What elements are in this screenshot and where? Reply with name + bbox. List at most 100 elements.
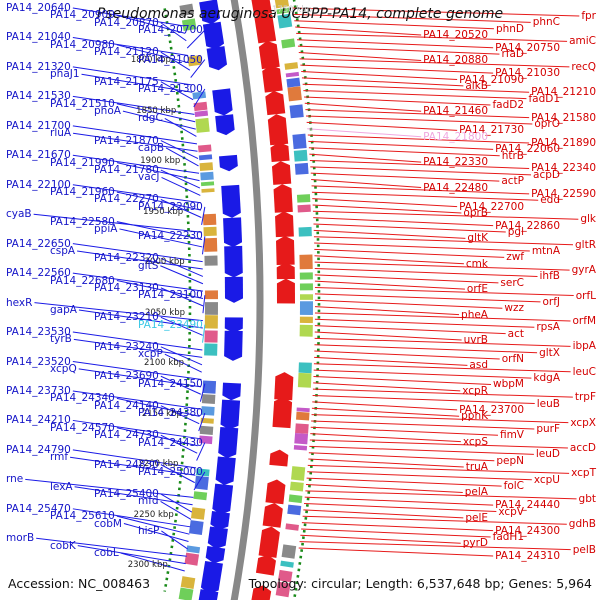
gene-arrow xyxy=(274,372,294,401)
left-gene-label: PA14_21040 xyxy=(6,31,71,44)
gene-arrow xyxy=(212,88,233,116)
cog-block xyxy=(190,507,206,520)
gene-arrow xyxy=(269,449,289,467)
left-leader-line xyxy=(160,257,204,277)
left-gene-label: PA14_24150 xyxy=(138,377,203,390)
right-leader-line xyxy=(313,229,466,239)
right-leader-line xyxy=(305,109,530,119)
reverse-strand-track xyxy=(251,0,295,600)
gene-arrow xyxy=(275,211,294,238)
left-gene-label: PA14_22560 xyxy=(6,267,71,280)
right-leader-line xyxy=(302,515,567,525)
left-gene-label: PA14_24210 xyxy=(6,414,71,427)
right-leader-line xyxy=(311,191,539,201)
cog-block xyxy=(289,481,304,492)
left-gene-label: rdgC xyxy=(138,112,163,125)
right-leader-line xyxy=(314,344,538,354)
right-gene-label: orfN xyxy=(501,353,524,366)
left-gene-label: PA14_22090 xyxy=(138,200,203,213)
left-gene-label: PA14_20980 xyxy=(50,38,115,51)
right-gene-label: PA14_21800 xyxy=(423,130,488,143)
right-gene-label: gyrA xyxy=(571,264,596,277)
left-leader-line xyxy=(120,552,185,572)
gene-arrow xyxy=(220,399,241,430)
right-leader-line xyxy=(310,166,532,176)
cog-block xyxy=(204,290,218,300)
left-leader-line xyxy=(77,545,186,565)
left-gene-label: PA14_22580 xyxy=(50,215,115,228)
right-gene-label: PA14_22330 xyxy=(423,156,488,169)
right-gene-label: PA14_20520 xyxy=(423,29,488,42)
left-leader-line xyxy=(72,508,191,528)
gene-arrow xyxy=(198,589,219,600)
cog-track-forward xyxy=(178,3,218,600)
right-leader-line xyxy=(314,325,506,335)
right-leader-line xyxy=(313,217,494,227)
left-gene-label: hisP xyxy=(138,524,160,537)
cog-block xyxy=(299,316,313,324)
left-leader-line xyxy=(72,243,203,263)
left-leader-line xyxy=(116,191,202,211)
gene-arrow xyxy=(251,585,272,600)
left-leader-line xyxy=(72,7,185,27)
cog-block xyxy=(186,545,201,554)
cog-block xyxy=(199,425,214,435)
left-leader-line xyxy=(161,176,201,196)
left-gene-label: PA14_21990 xyxy=(50,156,115,169)
right-leader-line xyxy=(313,236,574,246)
left-gene-label: cobM xyxy=(94,517,122,530)
left-gene-label: PA14_22650 xyxy=(6,237,71,250)
cog-block xyxy=(188,520,204,536)
cog-block xyxy=(204,302,218,315)
left-leader-line xyxy=(160,287,204,307)
left-leader-line xyxy=(72,95,195,115)
left-leader-line xyxy=(116,397,200,417)
right-gene-label: mtnA xyxy=(531,245,560,258)
cog-block xyxy=(299,301,313,316)
left-gene-label: PA14_23530 xyxy=(6,326,71,339)
gene-arrow xyxy=(258,40,280,70)
left-leader-line xyxy=(193,88,206,108)
left-gene-label: PA14_25610 xyxy=(50,510,115,523)
left-gene-label: PA14_21175 xyxy=(94,75,159,88)
left-leader-line xyxy=(161,530,188,550)
right-gene-label: alkB xyxy=(465,79,488,92)
right-gene-label: PA14_22060 xyxy=(495,143,560,156)
right-gene-label: rfaD xyxy=(501,48,524,61)
right-leader-line xyxy=(295,26,422,36)
left-gene-label: cobK xyxy=(50,539,76,552)
right-gene-label: accD xyxy=(569,442,596,454)
cog-block xyxy=(201,394,216,404)
left-gene-label: ppiA xyxy=(94,222,118,235)
right-leader-line xyxy=(308,140,494,150)
cog-block xyxy=(299,294,313,300)
right-gene-label: PA14_21030 xyxy=(495,67,560,80)
right-gene-label: PA14_24300 xyxy=(495,524,560,537)
left-leader-line xyxy=(201,236,206,255)
right-gene-label: pheA xyxy=(461,308,488,321)
left-gene-label: PA14_21510 xyxy=(50,97,115,110)
right-gene-label: PA14_22590 xyxy=(531,187,596,200)
left-gene-label: PA14_20640 xyxy=(6,2,71,14)
left-gene-label: PA14_23240 xyxy=(94,340,159,353)
left-leader-line xyxy=(116,162,200,182)
left-leader-line xyxy=(160,199,202,218)
right-gene-label: wzz xyxy=(504,302,524,315)
cog-block xyxy=(201,188,215,193)
left-gene-label: PA14_24140 xyxy=(94,399,159,412)
left-leader-line xyxy=(196,442,206,461)
cog-block xyxy=(199,162,214,171)
left-gene-label: PA14_20900 xyxy=(50,9,115,22)
right-gene-label: orfE xyxy=(466,283,488,296)
right-leader-line xyxy=(314,248,505,258)
right-gene-label: gltX xyxy=(539,346,560,359)
right-leader-line xyxy=(299,541,571,551)
right-leader-line xyxy=(294,20,494,30)
left-gene-label: PA14_23690 xyxy=(94,370,159,383)
right-leader-line xyxy=(308,147,500,157)
left-gene-label: phaJ1 xyxy=(50,68,80,81)
cog-block xyxy=(277,13,293,29)
right-gene-label: xcpX xyxy=(570,416,596,429)
right-gene-label: pyrD xyxy=(462,537,488,550)
right-gene-label: uvrB xyxy=(463,334,488,346)
